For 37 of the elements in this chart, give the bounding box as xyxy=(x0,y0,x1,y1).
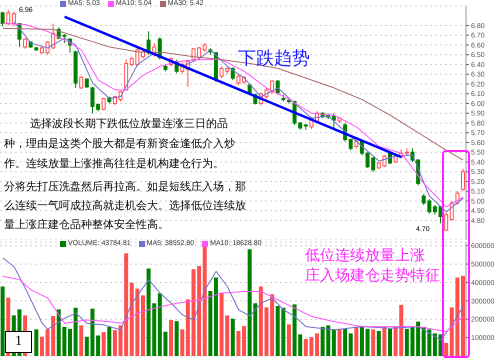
bar xyxy=(34,329,38,356)
bar xyxy=(102,332,106,356)
bar xyxy=(276,306,280,356)
bar xyxy=(253,303,258,356)
bar xyxy=(371,329,376,356)
annotation: 庄入场建仓走势特征 xyxy=(305,266,440,285)
candlestick xyxy=(276,80,280,96)
bar xyxy=(376,331,381,356)
bar xyxy=(388,328,392,356)
bar xyxy=(174,321,179,356)
bar xyxy=(230,318,235,356)
bar xyxy=(354,326,358,356)
candlestick xyxy=(84,78,89,88)
candlestick xyxy=(444,212,448,231)
bar xyxy=(107,326,112,356)
bar xyxy=(382,326,386,356)
candlestick xyxy=(23,38,28,50)
candlestick xyxy=(79,76,84,90)
bar xyxy=(286,324,291,356)
annotation: 选择波段长期下跌低位放量连涨三日的品种，理由是这类个股大都是有新资金逢低介入炒作。连续放量上涨推高往往是机构建仓行为。 xyxy=(4,117,236,172)
candlestick xyxy=(6,9,10,26)
bar xyxy=(0,286,5,356)
candlestick xyxy=(0,11,5,27)
bar xyxy=(337,329,342,356)
bar xyxy=(79,325,84,356)
bar xyxy=(169,320,174,356)
bar xyxy=(281,308,286,356)
candlestick xyxy=(102,97,106,111)
annotation: 低位连续放量上涨 xyxy=(305,246,425,265)
annotation: 下跌趋势 xyxy=(238,47,311,70)
bar xyxy=(248,249,252,356)
bar xyxy=(444,342,448,356)
annotation: 分将先打压洗盘然后再拉高。如是短线庄入场，那么连续一气呵成拉高就走机会大。选择低位连续放量上涨庄建仓品种整体安全性高。 xyxy=(4,180,247,233)
candlestick xyxy=(12,11,16,27)
bar xyxy=(320,326,325,356)
annotation: 1 xyxy=(5,331,32,353)
candlestick xyxy=(422,194,426,206)
